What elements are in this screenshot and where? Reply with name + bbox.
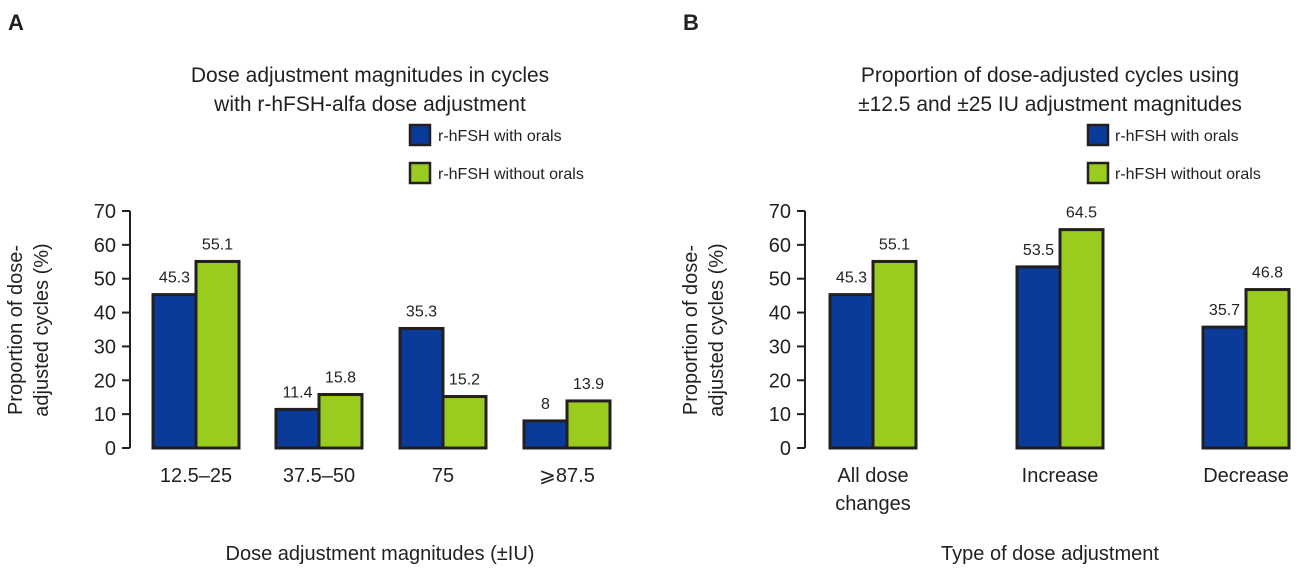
- y-tick-label: 50: [769, 269, 791, 291]
- data-label: 64.5: [1066, 205, 1097, 222]
- y-tick-label: 10: [769, 404, 791, 426]
- y-tick-label: 20: [94, 370, 116, 392]
- y-tick-label: 70: [769, 201, 791, 223]
- x-category-label: Decrease: [1203, 465, 1289, 487]
- legend-label-with-orals: r-hFSH with orals: [438, 128, 562, 145]
- data-label: 35.7: [1209, 302, 1240, 319]
- data-label: 13.9: [573, 376, 604, 393]
- legend-swatch-with-orals: [1086, 123, 1110, 147]
- y-tick-label: 60: [94, 235, 116, 257]
- legend-swatch-without-orals: [408, 161, 432, 185]
- x-category-label: 75: [432, 465, 454, 487]
- bar-with-orals: [398, 326, 445, 450]
- x-category-label: 12.5–25: [160, 465, 232, 487]
- bar-with-orals: [151, 293, 198, 450]
- bar-without-orals: [1058, 228, 1105, 450]
- x-category-label: 37.5–50: [283, 465, 355, 487]
- legend-label-with-orals: r-hFSH with orals: [1115, 128, 1239, 145]
- data-label: 15.2: [449, 372, 480, 389]
- bar-without-orals: [317, 393, 364, 450]
- bar-without-orals: [871, 259, 918, 450]
- legend-label-without-orals: r-hFSH without orals: [1115, 166, 1261, 183]
- data-label: 46.8: [1252, 265, 1283, 282]
- legend-swatch-with-orals: [408, 123, 432, 147]
- y-tick-label: 0: [780, 438, 791, 460]
- y-tick-label: 0: [105, 438, 116, 460]
- chart-panel-a: A Dose adjustment magnitudes in cycles wit…: [5, 10, 612, 565]
- panel-letter: A: [8, 10, 24, 35]
- data-label: 8: [541, 396, 550, 413]
- bar-with-orals: [522, 419, 569, 450]
- x-category-label: changes: [835, 493, 911, 515]
- chart-panel-b: B Proportion of dose-adjusted cycles usin…: [680, 10, 1291, 565]
- bar-with-orals: [274, 407, 321, 450]
- y-tick-label: 40: [769, 303, 791, 325]
- x-category-label: All dose: [837, 465, 908, 487]
- bar-with-orals: [1201, 325, 1248, 450]
- legend-label-without-orals: r-hFSH without orals: [438, 166, 584, 183]
- data-label: 45.3: [836, 270, 867, 287]
- y-tick-label: 10: [94, 404, 116, 426]
- bar-without-orals: [1244, 288, 1291, 450]
- legend-swatch-without-orals: [1086, 161, 1110, 185]
- y-axis-label: Proportion of dose-: [5, 245, 27, 415]
- y-axis-label: adjusted cycles (%): [31, 243, 53, 416]
- chart-title: Proportion of dose-adjusted cycles using: [861, 64, 1239, 87]
- chart-title: ±12.5 and ±25 IU adjustment magnitudes: [858, 93, 1242, 116]
- data-label: 45.3: [159, 270, 190, 287]
- data-label: 53.5: [1023, 242, 1054, 259]
- bar-without-orals: [565, 399, 612, 450]
- y-tick-label: 30: [769, 336, 791, 358]
- y-axis-label: adjusted cycles (%): [706, 243, 728, 416]
- y-tick-label: 20: [769, 370, 791, 392]
- y-tick-label: 60: [769, 235, 791, 257]
- data-label: 55.1: [202, 236, 233, 253]
- x-axis-label: Type of dose adjustment: [941, 543, 1159, 565]
- bar-with-orals: [1015, 265, 1062, 450]
- bar-without-orals: [441, 395, 488, 450]
- panel-letter: B: [683, 10, 699, 35]
- y-tick-label: 70: [94, 201, 116, 223]
- y-tick-label: 30: [94, 336, 116, 358]
- y-tick-label: 50: [94, 269, 116, 291]
- chart-title: with r-hFSH-alfa dose adjustment: [213, 93, 526, 116]
- x-category-label: Increase: [1022, 465, 1099, 487]
- chart-title: Dose adjustment magnitudes in cycles: [191, 64, 549, 87]
- y-axis-label: Proportion of dose-: [680, 245, 702, 415]
- data-label: 35.3: [406, 303, 437, 320]
- bar-with-orals: [828, 293, 875, 450]
- data-label: 15.8: [325, 370, 356, 387]
- x-axis-label: Dose adjustment magnitudes (±IU): [226, 543, 535, 565]
- data-label: 55.1: [879, 236, 910, 253]
- x-category-label: ⩾87.5: [539, 465, 595, 487]
- y-tick-label: 40: [94, 303, 116, 325]
- bar-without-orals: [194, 259, 241, 450]
- data-label: 11.4: [283, 384, 313, 401]
